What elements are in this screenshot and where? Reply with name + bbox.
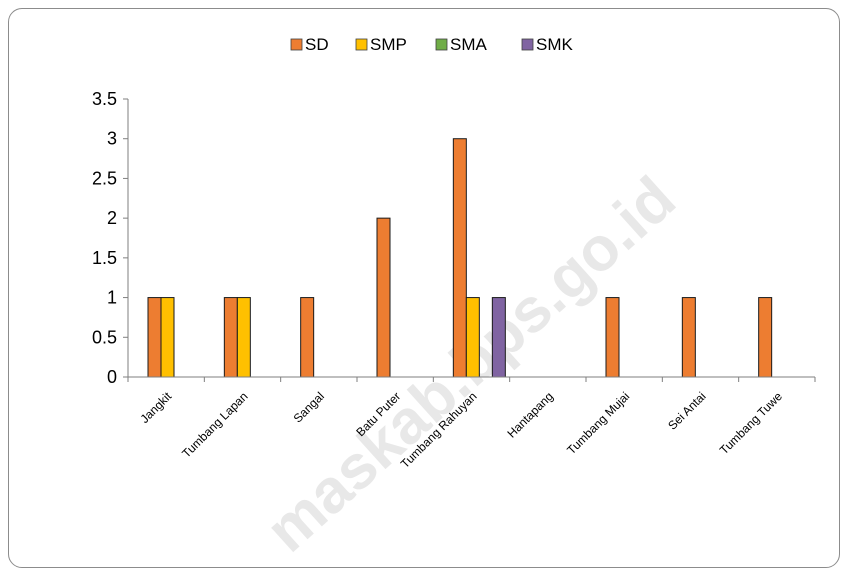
x-tick-label: Tumbang Lapan	[179, 389, 250, 460]
legend-label-smk: SMK	[536, 35, 574, 54]
bar-smk-4	[491, 297, 506, 378]
bar-smp-0	[160, 297, 175, 378]
y-tick-label: 2.5	[92, 168, 117, 188]
legend-swatch-sma	[435, 38, 448, 51]
x-tick-label: Tumbang Mujai	[564, 389, 632, 457]
y-axis: 0 0.5 1 1.5 2 2.5 3 3.5	[92, 89, 129, 387]
y-tick-label: 3.5	[92, 89, 117, 109]
bar-sd-1	[223, 297, 238, 378]
bar-sd-2	[300, 297, 315, 378]
bars	[147, 138, 773, 378]
bar-smp-1	[236, 297, 251, 378]
legend-label-smp: SMP	[370, 35, 407, 54]
y-tick-label: 0	[107, 367, 117, 387]
y-tick-label: 1.5	[92, 248, 117, 268]
y-tick-label: 3	[107, 129, 117, 149]
x-axis: Jangkit Tumbang Lapan Sangal Batu PuterTumb…	[127, 376, 816, 471]
x-tick-label: Tumbang Tuwe	[717, 389, 785, 457]
x-tick-label: Sei Antai	[665, 389, 708, 432]
bar-smp-4	[465, 297, 480, 378]
x-tick-label: Hantapang	[505, 389, 556, 440]
chart-frame	[8, 8, 840, 568]
legend: SD SMP SMA SMK	[290, 35, 574, 54]
y-tick-label: 2	[107, 208, 117, 228]
bar-sd-8	[758, 297, 773, 378]
bar-sd-4	[452, 138, 467, 378]
bar-sd-0	[147, 297, 162, 378]
legend-label-sd: SD	[305, 35, 329, 54]
x-tick-label: Sangal	[291, 389, 327, 425]
legend-swatch-smk	[521, 38, 534, 51]
bar-sd-6	[605, 297, 620, 378]
y-tick-label: 0.5	[92, 327, 117, 347]
x-tick-label: Jangkit	[137, 389, 174, 426]
y-tick-label: 1	[107, 288, 117, 308]
legend-swatch-smp	[355, 38, 368, 51]
bar-sd-7	[681, 297, 696, 378]
legend-label-sma: SMA	[450, 35, 488, 54]
bar-sd-3	[376, 217, 391, 378]
legend-swatch-sd	[290, 38, 303, 51]
